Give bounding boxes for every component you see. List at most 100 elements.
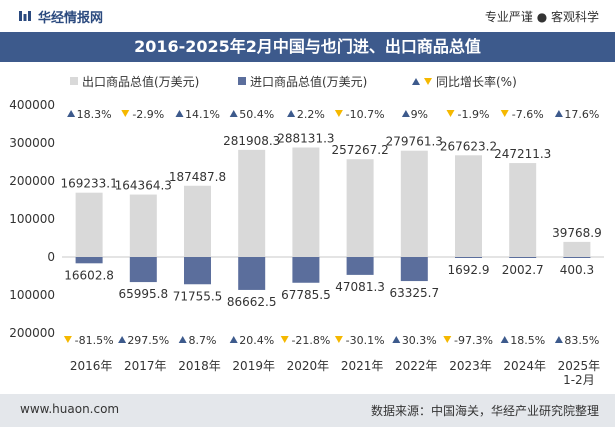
import-bar — [184, 257, 211, 285]
export-value-label: 288131.3 — [277, 132, 334, 146]
export-value-label: 267623.2 — [440, 139, 497, 153]
import-value-label: 67785.5 — [281, 288, 331, 302]
export-value-label: 247211.3 — [494, 147, 551, 161]
import-growth-down-triangle-icon — [63, 336, 72, 343]
import-growth-text: 18.5% — [510, 334, 545, 347]
export-value-label: 279761.3 — [386, 135, 443, 149]
export-bar — [346, 159, 374, 257]
export-growth-text: 9% — [411, 108, 428, 121]
export-bar — [455, 155, 482, 257]
import-growth-up-triangle-icon — [229, 336, 238, 343]
huajing-logo-icon — [19, 11, 31, 21]
x-category-label: 2017年 — [124, 359, 167, 373]
x-category-label: 2018年 — [178, 359, 221, 373]
import-bar — [292, 257, 320, 283]
import-growth-text: -81.5% — [75, 334, 114, 347]
import-value-label: 47081.3 — [335, 280, 385, 294]
export-bar — [292, 147, 320, 257]
import-value-label: 2002.7 — [502, 263, 544, 277]
export-growth-up-triangle-icon — [175, 110, 184, 117]
export-bar — [75, 192, 103, 257]
legend-import-swatch — [238, 77, 246, 85]
legend-growth-label: 同比增长率(%) — [436, 74, 517, 89]
export-growth-text: 14.1% — [185, 108, 220, 121]
import-growth-text: 20.4% — [239, 334, 274, 347]
import-value-label: 65995.8 — [118, 287, 168, 301]
export-growth-up-triangle-icon — [554, 110, 563, 117]
tagline: 专业严谨 ● 客观科学 — [484, 10, 599, 24]
brand-name: 华经情报网 — [38, 11, 104, 26]
import-bar — [563, 257, 591, 258]
export-bar — [563, 241, 591, 257]
legend-down-triangle-icon — [424, 78, 432, 85]
import-growth-up-triangle-icon — [178, 336, 187, 343]
export-growth-up-triangle-icon — [401, 110, 410, 117]
export-growth-text: 18.3% — [77, 108, 112, 121]
import-bar — [75, 257, 103, 264]
import-growth-up-triangle-icon — [500, 336, 509, 343]
export-growth-text: -1.9% — [458, 108, 490, 121]
x-category-label: 2021年 — [341, 359, 384, 373]
export-growth-down-triangle-icon — [446, 110, 455, 117]
export-growth-down-triangle-icon — [334, 110, 343, 117]
import-growth-up-triangle-icon — [392, 336, 401, 343]
legend-export-label: 出口商品总值(万美元) — [82, 74, 199, 89]
import-bar — [346, 257, 374, 275]
import-value-label: 1692.9 — [448, 263, 490, 277]
import-growth-up-triangle-icon — [118, 336, 127, 343]
export-growth-text: 17.6% — [564, 108, 599, 121]
import-growth-text: 297.5% — [127, 334, 169, 347]
y-tick-label: 100000 — [9, 212, 55, 226]
chart-title: 2016-2025年2月中国与也门进、出口商品总值 — [134, 37, 481, 56]
header-bar: 华经情报网 专业严谨 ● 客观科学 — [0, 0, 615, 32]
import-growth-up-triangle-icon — [554, 336, 563, 343]
export-growth-down-triangle-icon — [500, 110, 509, 117]
import-bar — [238, 257, 266, 290]
y-tick-label: 0 — [47, 250, 55, 264]
export-growth-text: -7.6% — [512, 108, 544, 121]
export-bar — [129, 194, 157, 257]
export-growth-text: 50.4% — [239, 108, 274, 121]
import-growth-down-triangle-icon — [280, 336, 289, 343]
data-source: 数据来源：中国海关，华经产业研究院整理 — [370, 404, 599, 418]
y-tick-label: 300000 — [9, 136, 55, 150]
export-bar — [400, 150, 428, 257]
export-growth-down-triangle-icon — [121, 110, 130, 117]
y-tick-label: 400000 — [9, 98, 55, 112]
export-value-label: 39768.9 — [552, 226, 602, 240]
import-value-label: 16602.8 — [64, 268, 114, 282]
x-category-label: 2023年 — [449, 359, 492, 373]
export-growth-text: 2.2% — [297, 108, 325, 121]
x-category-label: 2025年 — [558, 359, 601, 373]
import-growth-text: -30.1% — [346, 334, 385, 347]
export-value-label: 164364.3 — [115, 179, 172, 193]
import-bar — [129, 257, 157, 283]
export-growth-text: -10.7% — [346, 108, 385, 121]
import-growth-text: 83.5% — [564, 334, 599, 347]
x-category-label: 2024年 — [503, 359, 546, 373]
export-growth-up-triangle-icon — [229, 110, 238, 117]
export-bar — [509, 163, 537, 257]
import-bar — [455, 257, 482, 258]
x-category-label: 1-2月 — [563, 373, 595, 387]
import-bar — [509, 257, 537, 258]
y-tick-label: 200000 — [9, 326, 55, 340]
legend-up-triangle-icon — [412, 78, 420, 85]
export-bar — [184, 185, 211, 257]
export-growth-text: -2.9% — [132, 108, 164, 121]
trade-bar-chart: 出口商品总值(万美元) 进口商品总值(万美元) 同比增长率(%) 400000 3000… — [9, 74, 604, 387]
y-tick-label: 200000 — [9, 174, 55, 188]
y-tick-label: 100000 — [9, 288, 55, 302]
export-value-label: 281908.3 — [223, 134, 280, 148]
export-growth-up-triangle-icon — [287, 110, 296, 117]
x-category-label: 2019年 — [232, 359, 275, 373]
legend-export-swatch — [70, 77, 78, 85]
import-value-label: 71755.5 — [173, 289, 223, 303]
import-growth-text: -97.3% — [454, 334, 493, 347]
export-value-label: 187487.8 — [169, 170, 226, 184]
export-bar — [238, 149, 266, 257]
website-url: www.huaon.com — [20, 402, 120, 416]
footer-bar: www.huaon.com 数据来源：中国海关，华经产业研究院整理 — [0, 394, 615, 427]
import-growth-down-triangle-icon — [443, 336, 452, 343]
title-bar: 2016-2025年2月中国与也门进、出口商品总值 — [0, 32, 615, 62]
